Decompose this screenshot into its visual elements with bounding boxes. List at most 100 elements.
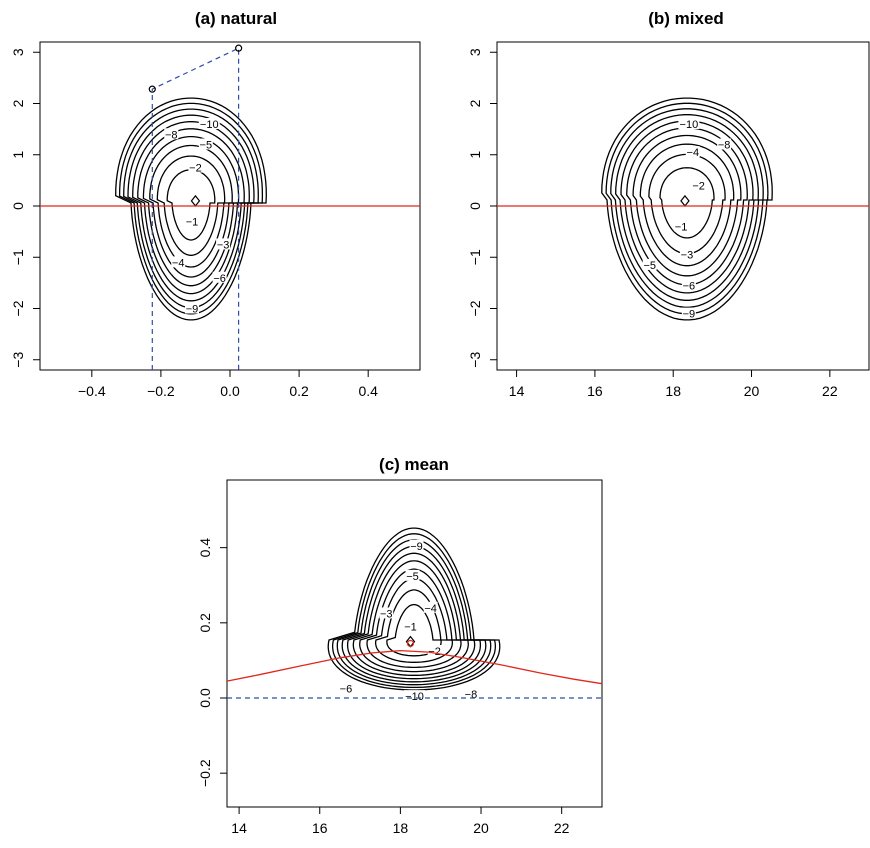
panel-a-contour-label: −8	[165, 129, 178, 141]
panel-c-contour-ring	[359, 568, 469, 673]
panel-b-x-tick-label: 20	[744, 383, 760, 399]
panel-b-contour-label-bg	[642, 258, 657, 270]
panel-c-contour-ring	[352, 560, 476, 676]
panel-a-contour-ring	[137, 128, 245, 287]
panel-b-contour-label: −3	[681, 250, 694, 262]
panel-b-contour-ring	[648, 153, 726, 255]
panel-c-contour-ring	[327, 527, 501, 691]
panel-b-contour-ring	[620, 120, 754, 294]
panel-c-contour-label: −10	[405, 691, 424, 703]
panel-b-contour-label: −4	[687, 147, 700, 159]
panel-b-contour-label: −6	[683, 280, 696, 292]
panel-a-contour-ring	[156, 155, 226, 256]
panel-c-curve	[226, 649, 603, 685]
panel-a-contour-label-bg	[164, 128, 179, 140]
panel-c-point	[406, 639, 415, 648]
panel-c-contour-ring	[366, 578, 462, 669]
panel-b-contour-label-bg	[681, 279, 696, 291]
panel-a-y-tick-label: 0	[10, 202, 26, 210]
panel-b-y-tick-label: 2	[467, 99, 483, 107]
panel-a-y-tick-label: −1	[10, 249, 26, 265]
panel-b-contour-label: −1	[675, 222, 688, 234]
panel-a-contour-label-bg	[185, 215, 199, 227]
panel-b-y-tick-label: 1	[467, 151, 483, 159]
panel-b-y-tick-label: 3	[467, 48, 483, 56]
panel-a-y-tick-label: 2	[10, 99, 26, 107]
panel-b-contour-label-bg	[681, 307, 696, 319]
panel-b-contour-label: −10	[680, 119, 699, 131]
panel-a-point	[235, 44, 243, 52]
panel-a-contour-ring	[118, 102, 264, 315]
panel-c-contour-label: −9	[410, 541, 423, 553]
panel-mean-overlays	[226, 639, 603, 699]
panel-a-contour-ring	[149, 144, 233, 268]
panel-b-y-tick-label: −3	[467, 352, 483, 368]
panel-b-x-tick-label: 16	[587, 383, 603, 399]
panel-natural: (a) natural −0.4 −0.2 0.0 0.2 0.4−3−2−10123 …	[10, 9, 421, 399]
panel-c-contour-label: −1	[404, 622, 417, 634]
panel-b-x-tick-label: 18	[665, 383, 681, 399]
panel-c-contour-label-bg	[463, 688, 478, 700]
panel-a-x-tick-label: 0.2	[289, 383, 309, 399]
panel-c-x-tick-label: 14	[231, 820, 247, 836]
panel-b-contour-ring	[610, 108, 764, 308]
panel-mean-title: (c) mean	[379, 455, 449, 474]
panel-b-x-tick-label: 14	[509, 383, 525, 399]
panel-a-y-tick-label: −2	[10, 300, 26, 316]
panel-b-contour-label: −2	[692, 181, 705, 193]
panel-a-contour-ring	[132, 121, 250, 295]
panel-b-contour-label-bg	[679, 248, 694, 260]
panel-c-contour-ring	[341, 545, 487, 683]
panel-a-contour-label: −2	[189, 163, 202, 175]
panel-b-contour-peak	[680, 194, 690, 207]
panel-natural-contours: −10 −8 −5 −2 −1 −3 −4 −6 −9	[115, 97, 267, 321]
panel-b-y-tick-label: −1	[467, 249, 483, 265]
panel-a-contour-label: −3	[217, 239, 230, 251]
panel-b-y-tick-label: 0	[467, 202, 483, 210]
panel-a-contour-label-bg	[185, 302, 199, 314]
panel-c-contour-label-bg	[338, 682, 353, 694]
panel-c-x-tick-label: 20	[473, 820, 489, 836]
panel-c-x-tick-label: 16	[312, 820, 328, 836]
panel-c-contour-label-bg	[404, 690, 425, 702]
panel-b-y-tick-label: −2	[467, 300, 483, 316]
panel-c-contour-ring	[336, 539, 492, 686]
panel-b-contour-label: −8	[718, 140, 731, 152]
panel-a-dashed-path	[151, 47, 240, 370]
panel-c-contour-label-bg	[405, 569, 420, 581]
panel-c-contour-label-bg	[423, 601, 438, 613]
panel-c-contour-label: −4	[424, 603, 437, 615]
panel-a-contour-label: −5	[200, 140, 213, 152]
panel-c-contour-label: −6	[340, 684, 353, 696]
panel-mean-axes: 14 16 18 20 22 −0.2 0.0 0.2 0.4	[197, 538, 570, 836]
panel-b-x-tick-label: 22	[822, 383, 838, 399]
panel-c-contour-ring	[331, 533, 497, 689]
panel-c-contour-label: −2	[428, 646, 441, 658]
panel-a-contour-ring	[127, 114, 255, 302]
panel-c-contour-label-bg	[379, 607, 394, 619]
panel-c-contour-label-bg	[403, 620, 418, 632]
panel-a-contour-ring	[166, 169, 216, 241]
panel-a-contour-label: −1	[186, 216, 199, 228]
panel-a-x-tick-label: 0.4	[358, 383, 378, 399]
panel-a-contour-ring	[123, 108, 259, 309]
panel-a-y-tick-label: 3	[10, 48, 26, 56]
panel-b-contour-label-bg	[717, 138, 732, 150]
panel-c-contour-ring	[346, 552, 482, 680]
panel-c-contour-label-bg	[427, 645, 442, 657]
panel-b-contour-ring	[659, 167, 715, 239]
panel-mixed-title: (b) mixed	[648, 9, 724, 28]
panel-b-contour-ring	[615, 114, 759, 301]
panel-a-contour-peak	[190, 194, 201, 207]
panel-a-contour-label-bg	[188, 161, 203, 173]
panel-a-contour-label: −10	[200, 119, 219, 131]
panel-a-contour-label: −6	[213, 273, 226, 285]
panel-c-contour-label-bg	[409, 539, 424, 551]
panel-mean-frame	[226, 479, 603, 808]
panel-b-contour-label-bg	[678, 118, 700, 129]
panel-c-contour-label: −5	[406, 571, 419, 583]
